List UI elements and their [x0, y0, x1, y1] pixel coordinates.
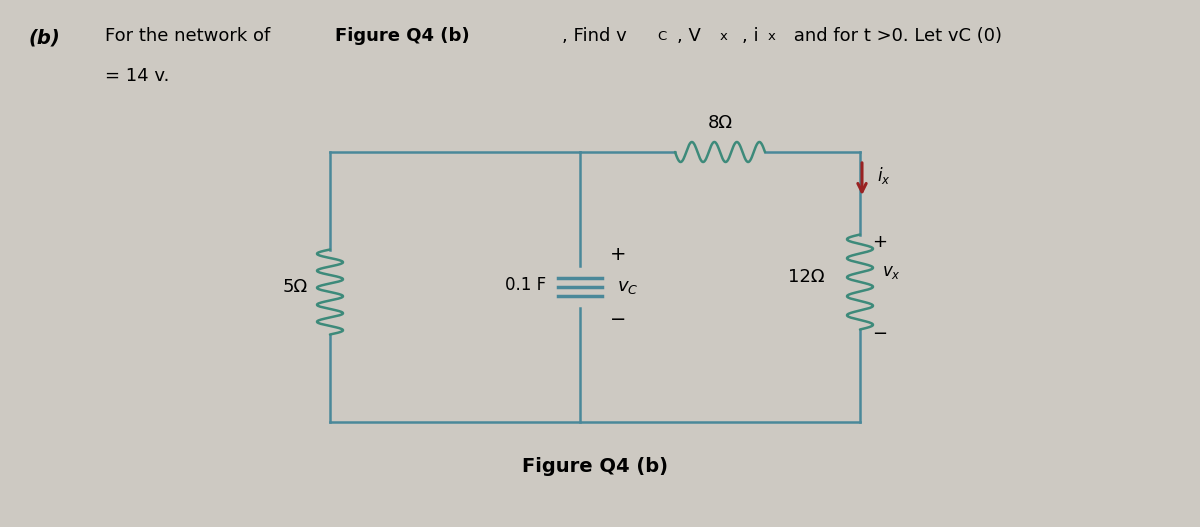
Text: Figure Q4 (b): Figure Q4 (b): [522, 457, 668, 476]
Text: 5Ω: 5Ω: [283, 278, 308, 296]
Text: 12Ω: 12Ω: [788, 268, 826, 286]
Text: Figure Q4 (b): Figure Q4 (b): [335, 27, 469, 45]
Text: 0.1 F: 0.1 F: [505, 276, 546, 294]
Text: , i: , i: [742, 27, 758, 45]
Text: , Find v: , Find v: [562, 27, 626, 45]
Text: x: x: [768, 30, 776, 43]
Text: −: −: [610, 309, 626, 328]
Text: $v_x$: $v_x$: [882, 263, 901, 281]
Text: For the network of: For the network of: [106, 27, 276, 45]
Text: (b): (b): [28, 29, 60, 48]
Text: x: x: [720, 30, 728, 43]
Text: 8Ω: 8Ω: [708, 114, 732, 132]
Text: +: +: [872, 233, 887, 251]
Text: and for t >0. Let vC (0): and for t >0. Let vC (0): [788, 27, 1002, 45]
Text: C: C: [658, 30, 667, 43]
Text: $i_x$: $i_x$: [877, 164, 890, 186]
Text: $v_C$: $v_C$: [617, 278, 638, 296]
Text: , V: , V: [677, 27, 701, 45]
Text: −: −: [872, 325, 887, 343]
Text: +: +: [610, 246, 626, 265]
Text: = 14 v.: = 14 v.: [106, 67, 169, 85]
